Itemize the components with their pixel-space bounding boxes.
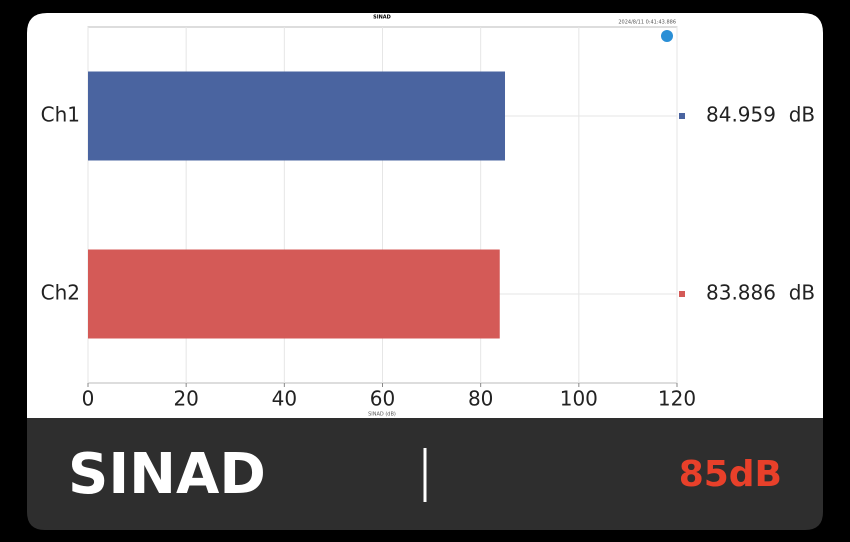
legend-swatch	[679, 291, 685, 297]
x-tick-label: 0	[82, 387, 95, 411]
legend-swatch	[679, 113, 685, 119]
bar	[88, 249, 500, 339]
x-tick-label: 60	[370, 387, 395, 411]
bar	[88, 71, 506, 161]
x-axis-label: SINAD (dB)	[368, 412, 396, 418]
x-tick-label: 100	[560, 387, 598, 411]
x-tick-label: 20	[173, 387, 198, 411]
value-label: 83.886 dB	[706, 281, 815, 305]
x-tick-label: 120	[658, 387, 696, 411]
y-tick-label: Ch1	[41, 103, 80, 127]
timestamp: 2024/8/11 0:41:43.886	[618, 20, 676, 26]
footer-label: SINAD	[68, 442, 266, 507]
x-tick-label: 80	[468, 387, 493, 411]
x-tick-label: 40	[272, 387, 297, 411]
chart-title: SINAD	[373, 15, 391, 21]
y-tick-label: Ch2	[41, 281, 80, 305]
value-label: 84.959 dB	[706, 103, 815, 127]
footer-value: 85dB	[679, 454, 782, 495]
logo-icon	[661, 30, 673, 42]
